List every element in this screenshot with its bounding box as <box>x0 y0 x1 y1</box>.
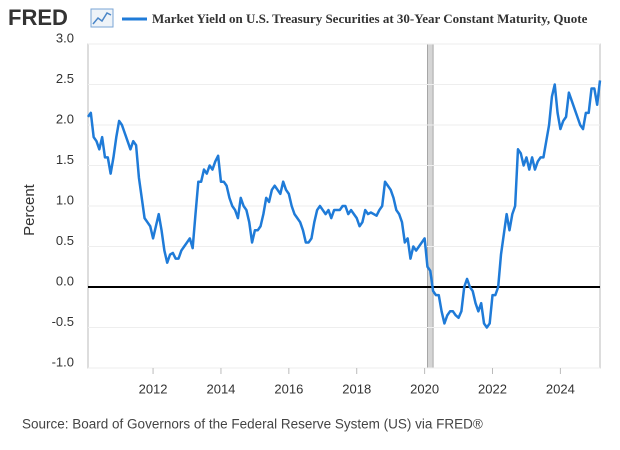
y-tick-label: 2.0 <box>56 111 74 126</box>
y-tick-label: 1.0 <box>56 192 74 207</box>
y-tick-label: 1.5 <box>56 152 74 167</box>
y-tick-label: 0.0 <box>56 273 74 288</box>
source-note: Source: Board of Governors of the Federa… <box>22 417 483 432</box>
y-tick-label: -1.0 <box>52 354 74 369</box>
legend-label: Market Yield on U.S. Treasury Securities… <box>152 11 588 26</box>
x-tick-label: 2014 <box>206 381 235 396</box>
y-tick-label: 0.5 <box>56 233 74 248</box>
x-tick-label: 2016 <box>274 381 303 396</box>
x-tick-label: 2022 <box>478 381 507 396</box>
logo: FRED <box>8 5 68 30</box>
y-tick-label: -0.5 <box>52 314 74 329</box>
y-axis-label: Percent <box>21 183 38 236</box>
y-tick-label: 2.5 <box>56 71 74 86</box>
x-tick-label: 2018 <box>342 381 371 396</box>
y-tick-label: 3.0 <box>56 30 74 45</box>
x-tick-label: 2020 <box>410 381 439 396</box>
x-tick-label: 2012 <box>139 381 168 396</box>
series-line <box>86 80 602 329</box>
x-tick-label: 2024 <box>546 381 575 396</box>
logo-icon <box>90 8 114 28</box>
